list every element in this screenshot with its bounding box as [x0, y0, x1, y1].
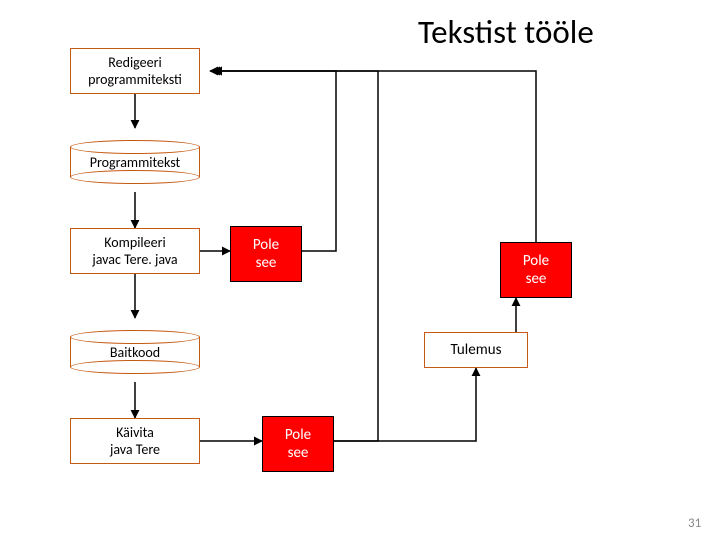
- node-error-result-label: Polesee: [523, 252, 549, 288]
- node-source: Programmitekst: [70, 140, 200, 184]
- node-run: Käivitajava Tere: [70, 418, 200, 464]
- node-edit: Redigeeriprogrammiteksti: [70, 48, 200, 94]
- node-compile-label: Kompileerijavac Tere. java: [92, 234, 177, 268]
- node-error-result: Polesee: [500, 242, 572, 298]
- node-error-run-label: Polesee: [285, 426, 311, 462]
- slide-title: Tekstist tööle: [418, 12, 594, 52]
- edge-err2-up-to-edit: [214, 71, 536, 242]
- node-edit-label: Redigeeriprogrammiteksti: [88, 54, 182, 88]
- node-result: Tulemus: [424, 332, 528, 368]
- node-error-run: Polesee: [262, 416, 334, 472]
- node-bytecode: Baitkood: [70, 330, 200, 374]
- node-run-label: Käivitajava Tere: [110, 424, 160, 458]
- node-error-compile-label: Polesee: [253, 236, 279, 272]
- edge-err3-to-result: [334, 368, 476, 441]
- node-result-label: Tulemus: [451, 341, 502, 359]
- node-compile: Kompileerijavac Tere. java: [70, 228, 200, 274]
- node-bytecode-label: Baitkood: [110, 344, 160, 361]
- page-number: 31: [688, 516, 701, 531]
- node-error-compile: Polesee: [230, 226, 302, 282]
- edge-err1-up-to-edit: [210, 71, 336, 251]
- node-source-label: Programmitekst: [90, 154, 181, 171]
